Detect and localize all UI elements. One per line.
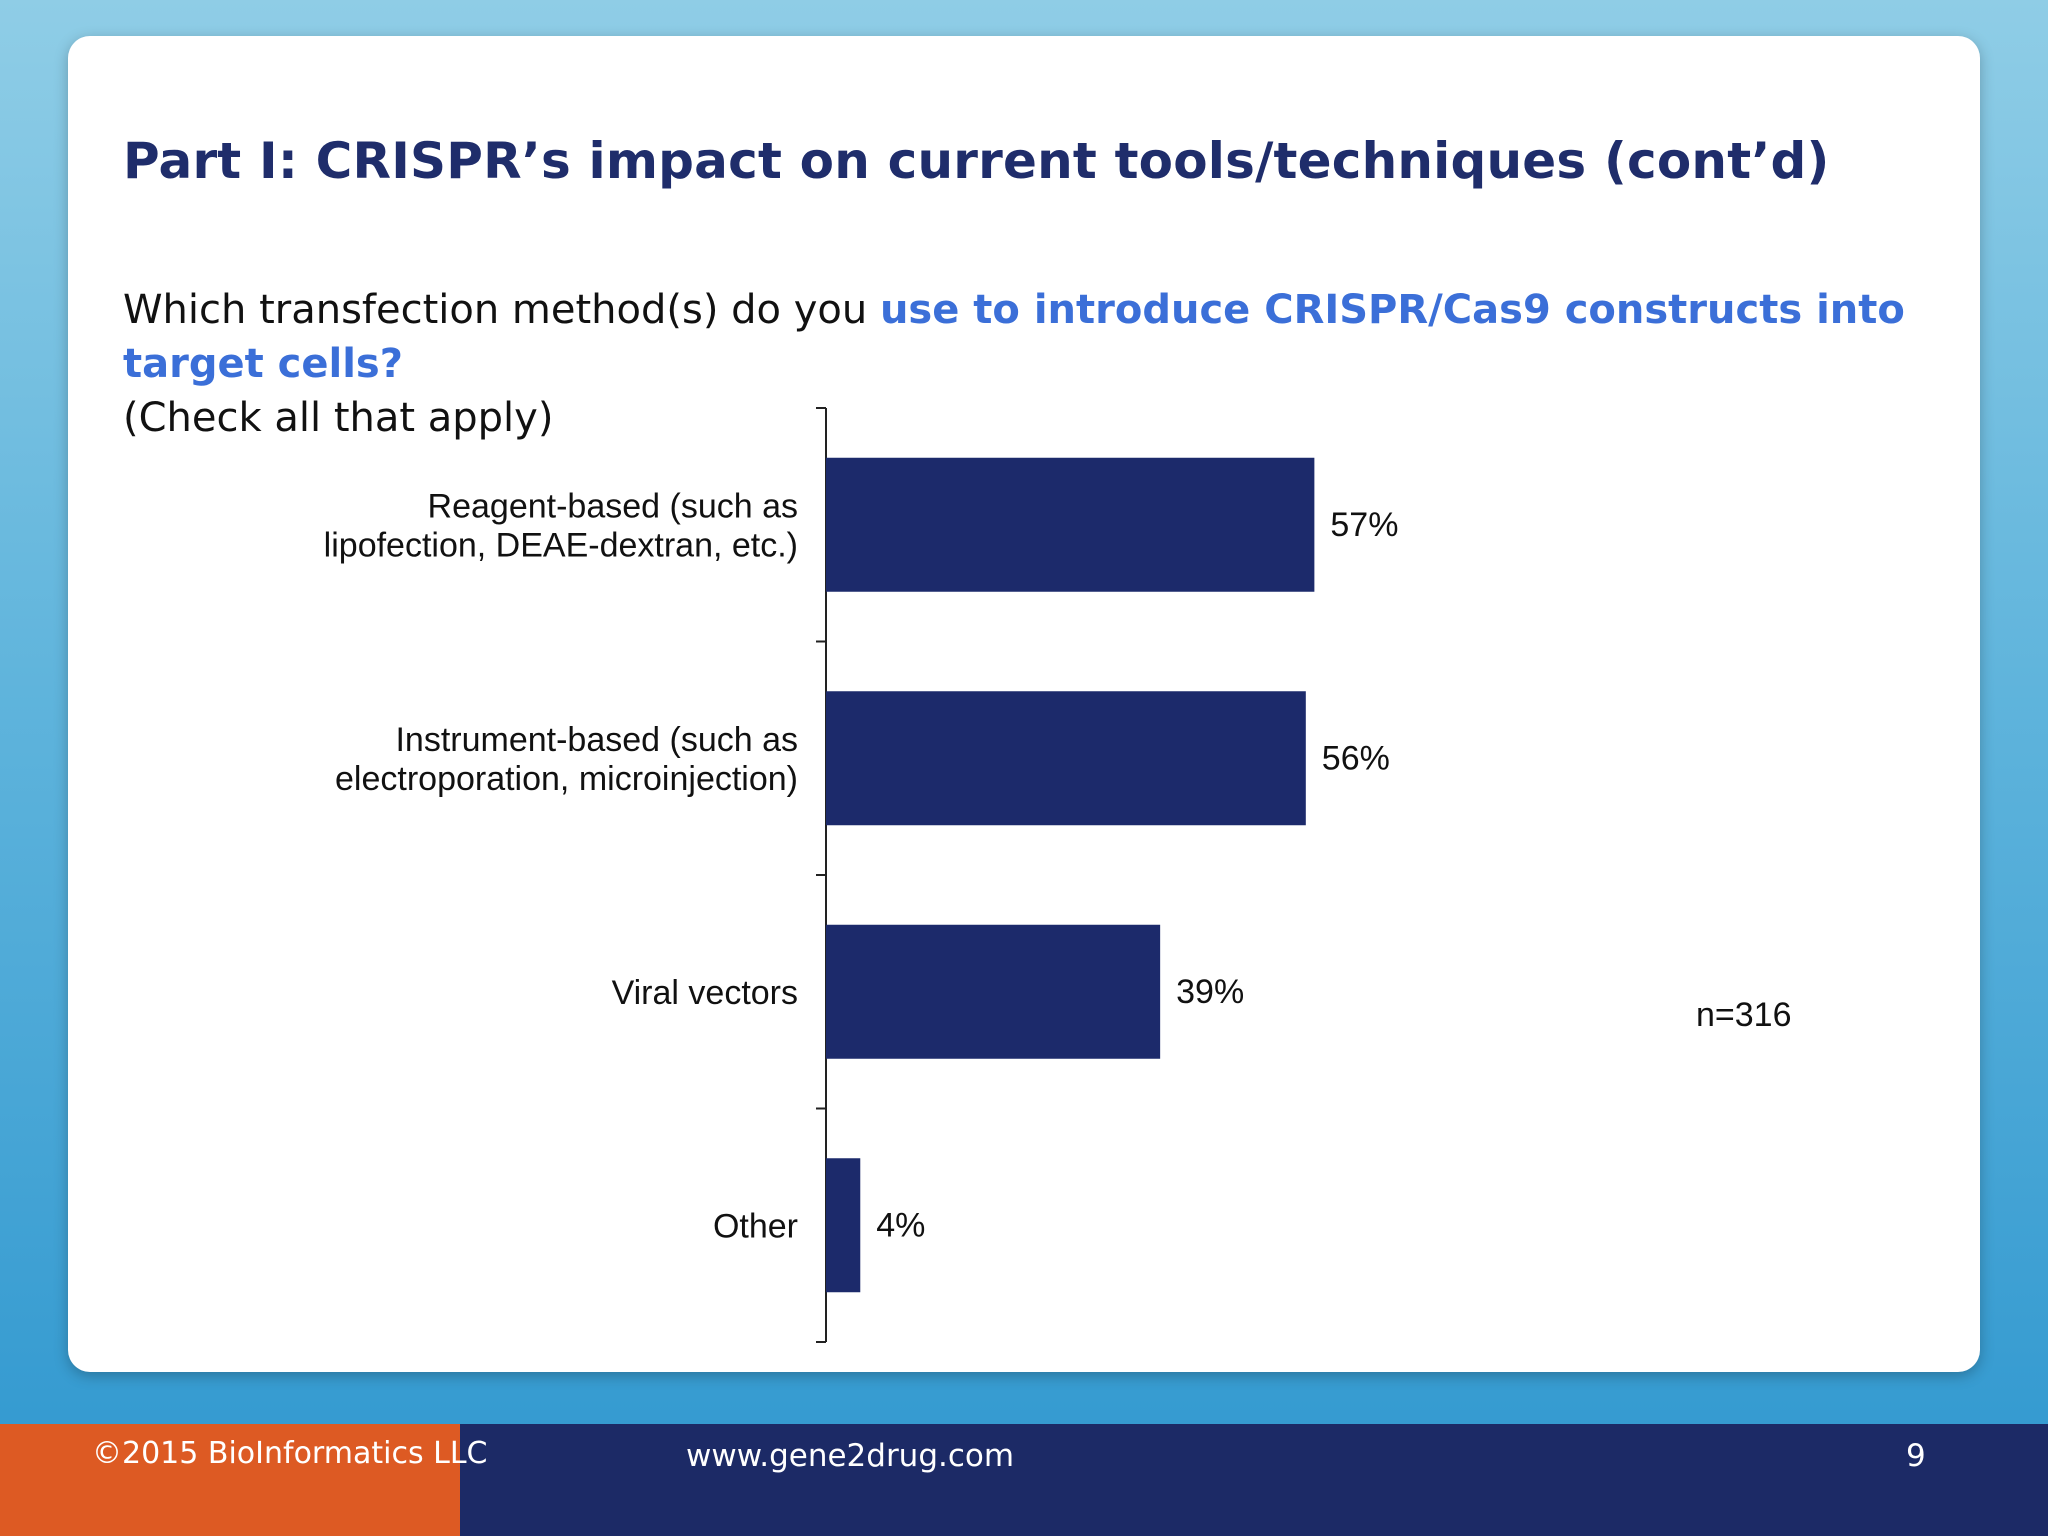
data-label: 57% (1330, 506, 1398, 544)
category-label: electroporation, microinjection) (335, 760, 798, 798)
slide-title: Part I: CRISPR’s impact on current tools… (123, 132, 1830, 190)
category-label: Instrument-based (such as (395, 721, 798, 759)
page-number: 9 (1906, 1438, 1926, 1474)
category-label: lipofection, DEAE-dextran, etc.) (324, 526, 798, 564)
category-label: Reagent-based (such as (428, 487, 798, 525)
survey-question: Which transfection method(s) do you use … (123, 283, 1973, 445)
data-label: 56% (1322, 739, 1390, 777)
footer-accent (0, 1424, 460, 1536)
question-text: Which transfection method(s) do you (123, 287, 880, 333)
bar (826, 1158, 861, 1293)
question-highlight: use to introduce CRISPR/Cas9 constructs … (123, 287, 1905, 387)
copyright-text: ©2015 BioInformatics LLC (92, 1436, 488, 1471)
footer-bar: ©2015 BioInformatics LLC www.gene2drug.c… (0, 1424, 2048, 1536)
question-instruction: (Check all that apply) (123, 395, 554, 441)
data-label: 39% (1176, 973, 1244, 1011)
bar (826, 691, 1306, 826)
data-label: 4% (876, 1206, 925, 1244)
category-label: Other (713, 1207, 798, 1245)
sample-size-label: n=316 (1696, 996, 1792, 1034)
category-label: Viral vectors (612, 974, 798, 1012)
bar (826, 924, 1161, 1059)
bar (826, 457, 1315, 592)
website-link[interactable]: www.gene2drug.com (686, 1438, 1015, 1474)
